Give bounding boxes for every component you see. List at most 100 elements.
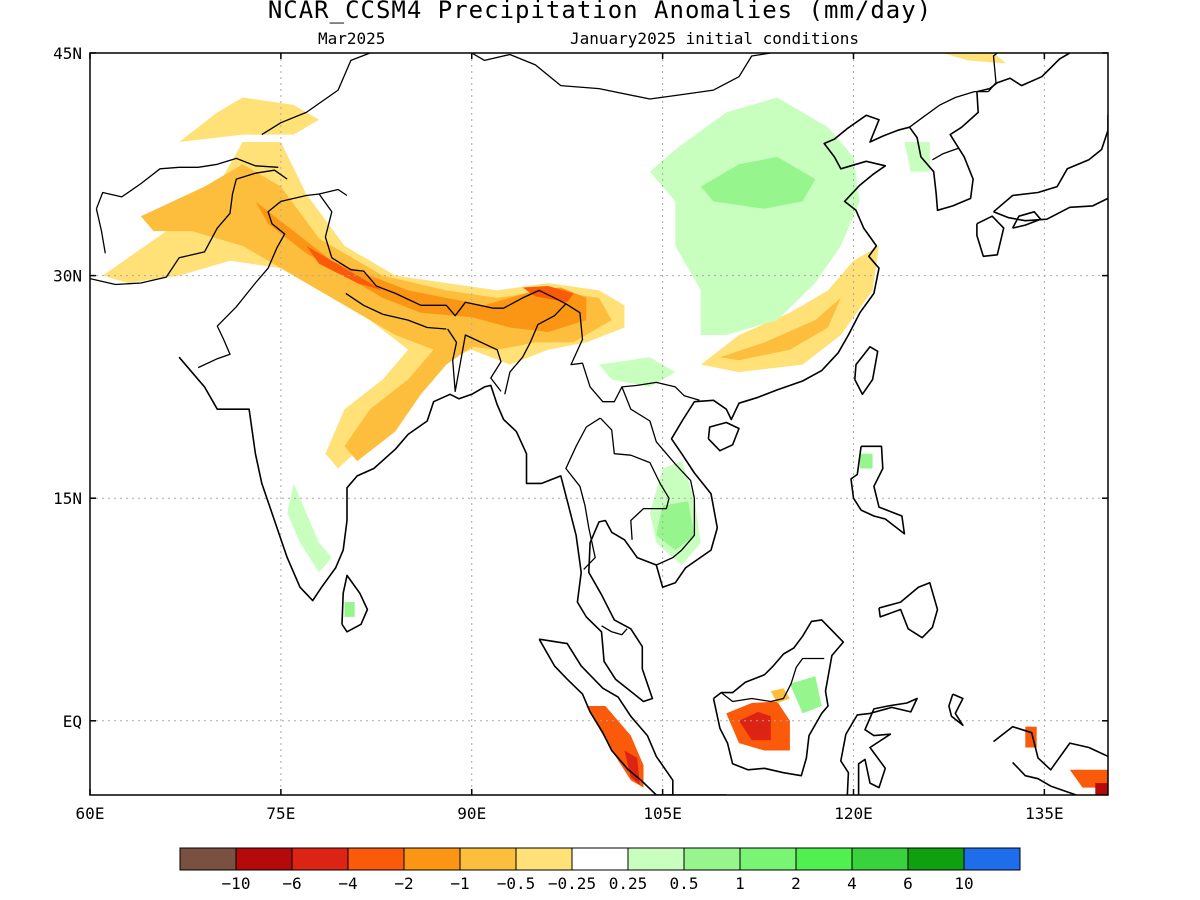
border-laos-vietnam	[621, 386, 696, 566]
anomaly-north-china-wet-core	[700, 156, 816, 209]
colorbar-swatch	[627, 847, 685, 871]
anomaly-borneo-dry-north	[770, 688, 790, 703]
anomaly-south-china-dry-core	[719, 297, 841, 361]
border-pakistan-afghan	[90, 169, 288, 286]
map-frame	[89, 52, 1109, 796]
map-plot-area	[90, 53, 1108, 795]
colorbar-label: −10	[222, 874, 251, 893]
border-afghan-north	[95, 157, 279, 210]
anomaly-korea-japan-dry	[942, 53, 1007, 64]
border-korea-dmz	[932, 147, 960, 161]
border-laos-thai	[599, 417, 670, 540]
colorbar-label: −6	[282, 874, 301, 893]
colorbar-swatch	[347, 847, 405, 871]
anomaly-himalaya-dry-middle	[140, 164, 612, 462]
lon-tick-label: 105E	[643, 804, 682, 823]
colorbar-label: −1	[450, 874, 469, 893]
coastline-japan-shikoku	[1011, 211, 1042, 229]
colorbar-label: −0.25	[548, 874, 596, 893]
coastline-srilanka	[341, 574, 369, 633]
coastline-hainan	[707, 421, 740, 452]
border-mongolia-south	[471, 53, 771, 100]
chart-title: NCAR_CCSM4 Precipitation Anomalies (mm/d…	[267, 0, 933, 24]
colorbar-swatch	[739, 847, 797, 871]
coastline-layer	[90, 53, 1108, 795]
lon-tick-label: 120E	[834, 804, 873, 823]
lon-tick-label: 135E	[1025, 804, 1064, 823]
colorbar-swatch	[571, 847, 629, 871]
colorbar-label: 2	[791, 874, 801, 893]
lat-tick-label: 30N	[53, 267, 82, 286]
lon-tick-label: 60E	[76, 804, 105, 823]
colorbar-swatch	[795, 847, 853, 871]
coastline-sumatra	[538, 638, 674, 795]
colorbar-label: 10	[954, 874, 973, 893]
coastline-sulawesi	[839, 697, 918, 795]
colorbar-label: 6	[903, 874, 913, 893]
border-china-myanmar	[565, 303, 700, 403]
anomaly-south-china-dry	[700, 245, 879, 373]
anomaly-south-china-wet	[599, 357, 676, 387]
border-pakistan-india	[197, 193, 567, 369]
border-china-tibet	[318, 188, 348, 197]
anomaly-borneo-dry-core	[739, 711, 771, 741]
colorbar: −10 −6 −4 −2 −1 −0.5 −0.25 0.25 0.5 1 2 4 6 10	[179, 847, 1021, 893]
colorbar-label: 0.25	[609, 874, 648, 893]
colorbar-swatch	[851, 847, 909, 871]
anomaly-central-asia-dry	[179, 97, 320, 142]
colorbar-swatch	[683, 847, 741, 871]
coastline-mindanao	[878, 581, 939, 639]
colorbar-label: 1	[735, 874, 745, 893]
colorbar-swatch	[459, 847, 517, 871]
coastline-hokkaido	[1107, 104, 1108, 105]
coastline-taiwan	[854, 345, 879, 396]
lat-tick-label: 45N	[53, 44, 82, 63]
border-borneo-border	[720, 657, 825, 703]
border-bangladesh	[447, 328, 502, 393]
forecast-month: Mar2025	[318, 29, 386, 48]
border-russia-china	[987, 53, 998, 93]
anomaly-indochina-wet-core	[656, 501, 695, 551]
border-nepal-south	[345, 292, 447, 330]
anomaly-himalaya-dry-peak-west	[306, 245, 383, 291]
coastline-india-coast	[178, 53, 1071, 703]
initial-conditions: January2025 initial conditions	[570, 29, 859, 48]
lat-tick-label: EQ	[63, 712, 82, 731]
border-china-mongolia	[261, 53, 371, 136]
colorbar-swatch	[291, 847, 349, 871]
colorbar-label: 0.5	[670, 874, 699, 893]
colorbar-swatch	[515, 847, 573, 871]
colorbar-swatch	[963, 847, 1021, 871]
coastline-japan-kyushu	[976, 215, 1005, 258]
coastline-japan-honshu	[992, 114, 1108, 222]
axis-labels: 45N 30N 15N EQ 60E 75E 90E 105E 120E 135E	[53, 44, 1108, 823]
anomaly-korea-wet	[904, 142, 930, 172]
coastline-halmahera	[948, 693, 964, 727]
border-myanmar-india	[504, 303, 567, 395]
colorbar-swatch	[403, 847, 461, 871]
border-iran-afghan	[95, 208, 106, 254]
grid-layer	[90, 53, 1108, 795]
anomaly-newguinea-dry-core	[1095, 783, 1108, 795]
coastline-borneo	[712, 619, 845, 777]
coastline-new-guinea-south	[1012, 761, 1077, 795]
colorbar-swatch	[907, 847, 965, 871]
coastline-new-guinea	[993, 725, 1108, 771]
border-thailand-myanmar	[565, 417, 601, 570]
anomaly-borneo-wet	[789, 676, 822, 714]
border-malaysia-thai	[601, 625, 628, 636]
colorbar-swatch	[179, 847, 237, 871]
colorbar-swatch	[235, 847, 293, 871]
border-china-korea	[909, 90, 989, 128]
lon-tick-label: 75E	[266, 804, 295, 823]
colorbar-label: 4	[847, 874, 857, 893]
lon-tick-label: 90E	[457, 804, 486, 823]
colorbar-label: −2	[394, 874, 413, 893]
lat-tick-label: 15N	[53, 489, 82, 508]
colorbar-label: −0.5	[497, 874, 536, 893]
coastline-luzon	[850, 445, 906, 535]
anomaly-srilanka-wet	[344, 602, 355, 617]
anomaly-philippines-wet	[859, 453, 873, 469]
colorbar-label: −4	[338, 874, 357, 893]
